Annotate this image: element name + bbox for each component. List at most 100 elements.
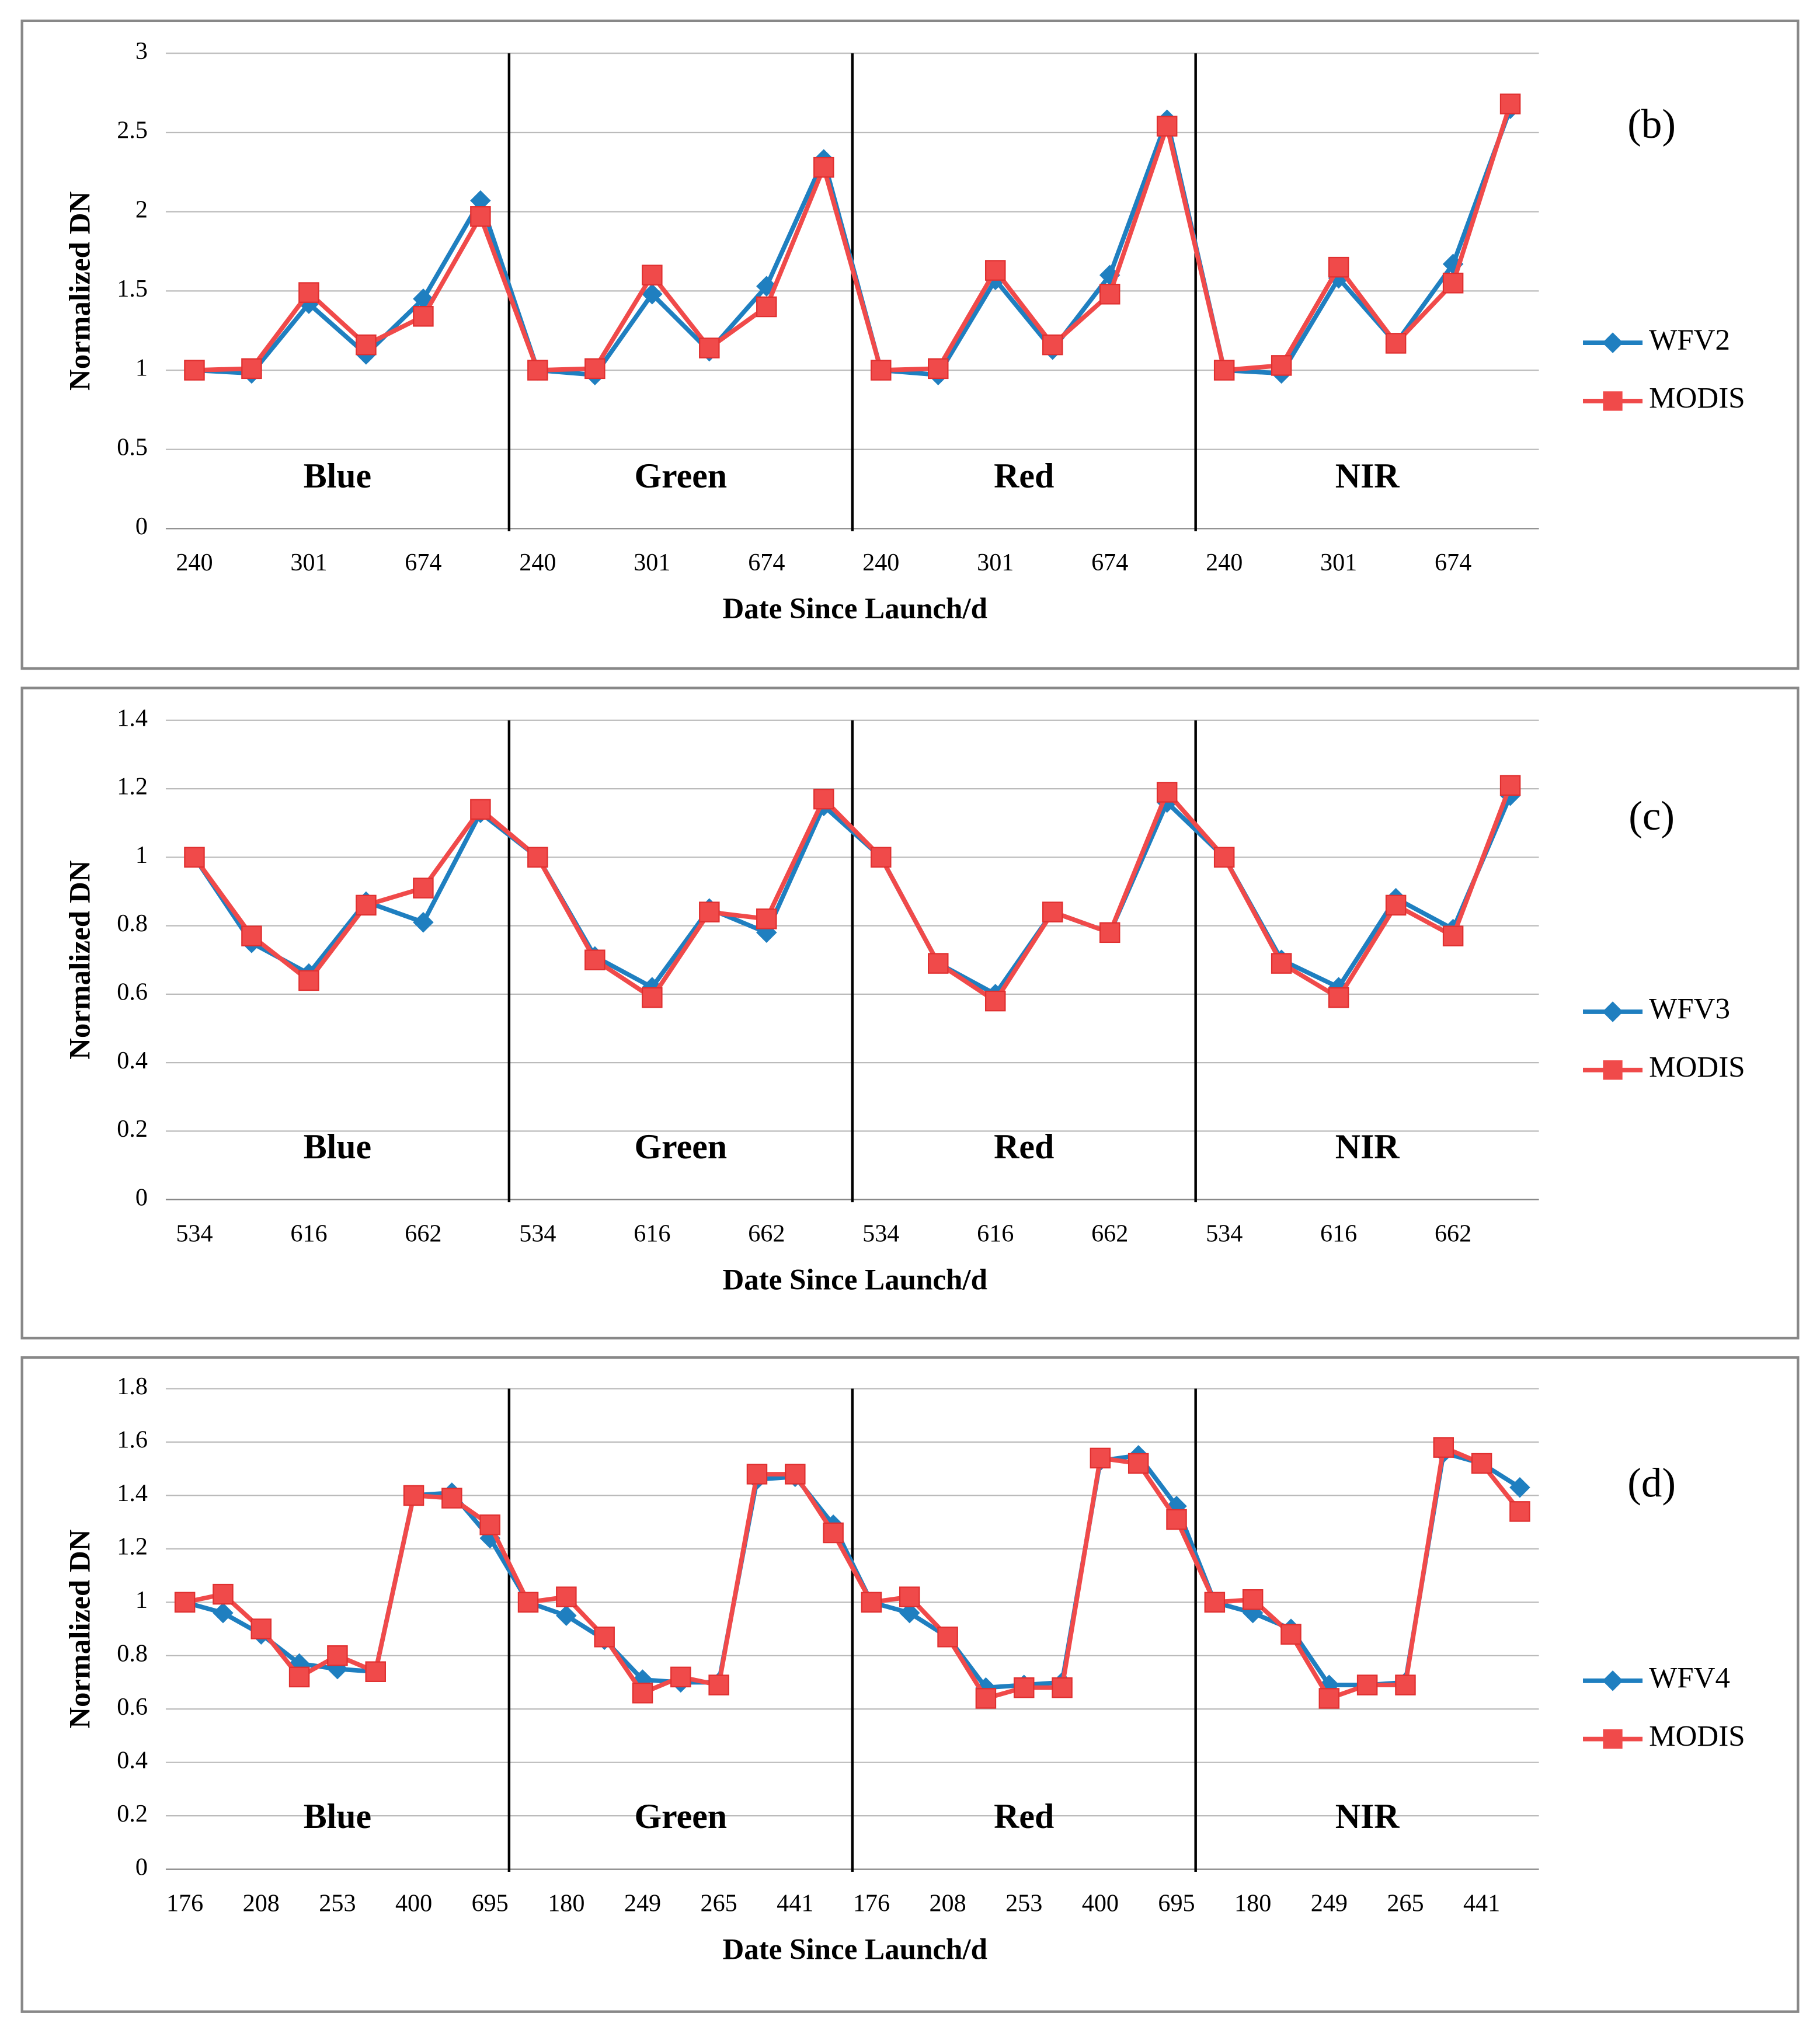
point-marker (527, 847, 548, 868)
x-tick-label: 176 (853, 1889, 890, 1917)
band-label: NIR (1335, 1797, 1400, 1836)
point-marker (403, 1485, 424, 1506)
x-tick-label: 253 (319, 1889, 356, 1917)
point-marker (584, 358, 605, 379)
x-axis-label: Date Since Launch/d (722, 1933, 987, 1966)
x-tick-label: 400 (1082, 1889, 1119, 1917)
legend-label: MODIS (1649, 1051, 1745, 1084)
y-tick-label: 1.8 (117, 1373, 148, 1400)
x-tick-label: 616 (290, 1220, 327, 1247)
x-tick-label: 208 (929, 1889, 966, 1917)
point-marker (871, 847, 892, 868)
point-marker (298, 970, 319, 991)
legend-label: WFV4 (1649, 1662, 1730, 1695)
x-tick-label: 180 (1234, 1889, 1271, 1917)
band-label: Green (635, 457, 728, 495)
band-label: Green (635, 1797, 728, 1836)
x-tick-label: 240 (862, 549, 899, 576)
point-marker (1271, 953, 1292, 974)
point-marker (871, 360, 892, 381)
x-tick-label: 249 (624, 1889, 661, 1917)
point-marker (1433, 1437, 1454, 1458)
series-line (184, 1444, 1522, 1701)
band-label: Red (994, 1127, 1054, 1166)
point-marker (899, 1602, 920, 1624)
point-marker (746, 1464, 768, 1485)
x-tick-label: 301 (1320, 549, 1357, 576)
x-tick-label: 662 (1435, 1220, 1471, 1247)
x-tick-label: 616 (977, 1220, 1014, 1247)
y-tick-label: 0.2 (117, 1115, 148, 1143)
y-tick-label: 1.2 (117, 773, 148, 800)
y-tick-label: 1.2 (117, 1533, 148, 1561)
point-marker (1099, 284, 1120, 305)
point-marker (356, 334, 377, 356)
point-marker (413, 306, 434, 327)
y-tick-label: 1.4 (117, 1479, 148, 1507)
y-axis-label: Normalized DN (64, 191, 97, 391)
y-tick-label: 0.8 (117, 910, 148, 937)
legend-marker (1603, 1060, 1623, 1080)
y-tick-label: 1.5 (117, 275, 148, 302)
legend-marker (1602, 332, 1623, 353)
point-marker (642, 284, 663, 305)
x-tick-label: 695 (1158, 1889, 1195, 1917)
point-marker (556, 1605, 577, 1626)
point-marker (288, 1666, 310, 1688)
x-axis-label: Date Since Launch/d (722, 1263, 987, 1296)
point-marker (1385, 333, 1407, 354)
y-axis-label: Normalized DN (64, 1529, 97, 1729)
x-tick-label: 240 (519, 549, 556, 576)
x-tick-label: 662 (748, 1220, 785, 1247)
x-tick-label: 674 (405, 549, 441, 576)
point-marker (823, 1522, 844, 1544)
band-label: Red (994, 457, 1054, 495)
point-marker (413, 911, 434, 933)
y-tick-label: 0.4 (117, 1047, 148, 1074)
point-marker (174, 1592, 196, 1613)
chart-panel: 0 0.2 0.4 0.6 0.8 1 1.2 1.4 534 616 662 534 616 662 53… (20, 687, 1800, 1340)
x-tick-label: 265 (701, 1889, 737, 1917)
point-marker (937, 1627, 958, 1648)
x-tick-label: 400 (395, 1889, 432, 1917)
point-marker (785, 1464, 806, 1485)
panel-frame (20, 687, 1800, 1340)
point-marker (1204, 1592, 1226, 1613)
point-marker (1042, 334, 1063, 356)
x-tick-label: 662 (405, 1220, 441, 1247)
y-tick-label: 0.5 (117, 433, 148, 461)
panel-frame (20, 19, 1800, 670)
point-marker (1013, 1677, 1035, 1698)
panel-label: (d) (1627, 1460, 1676, 1506)
point-marker (184, 847, 205, 868)
point-marker (1166, 1509, 1187, 1530)
legend-label: WFV2 (1649, 324, 1730, 357)
x-tick-label: 253 (1005, 1889, 1042, 1917)
x-tick-label: 180 (548, 1889, 584, 1917)
point-marker (1271, 355, 1292, 376)
point-marker (1156, 116, 1178, 137)
x-tick-label: 616 (1320, 1220, 1357, 1247)
point-marker (1471, 1453, 1492, 1474)
point-marker (642, 987, 663, 1008)
y-tick-label: 0.4 (117, 1746, 148, 1774)
point-marker (928, 358, 949, 379)
chart-panel: 0 0.2 0.4 0.6 0.8 1 1.2 1.4 1.6 1.8 176 208 253 400 69… (20, 1356, 1800, 2013)
y-tick-label: 1.6 (117, 1426, 148, 1454)
point-marker (1328, 256, 1349, 278)
point-marker (213, 1583, 234, 1605)
point-marker (1052, 1677, 1073, 1698)
x-tick-label: 674 (748, 549, 785, 576)
x-tick-label: 441 (1463, 1889, 1500, 1917)
x-tick-label: 534 (862, 1220, 899, 1247)
point-marker (1328, 987, 1349, 1008)
y-tick-label: 0.6 (117, 1693, 148, 1721)
point-marker (1128, 1453, 1149, 1474)
x-tick-label: 301 (977, 549, 1014, 576)
point-marker (1509, 1477, 1530, 1498)
point-marker (1442, 925, 1464, 946)
legend-label: WFV3 (1649, 993, 1730, 1026)
point-marker (365, 1661, 386, 1682)
band-label: Red (994, 1797, 1054, 1836)
point-marker (1090, 1447, 1111, 1469)
